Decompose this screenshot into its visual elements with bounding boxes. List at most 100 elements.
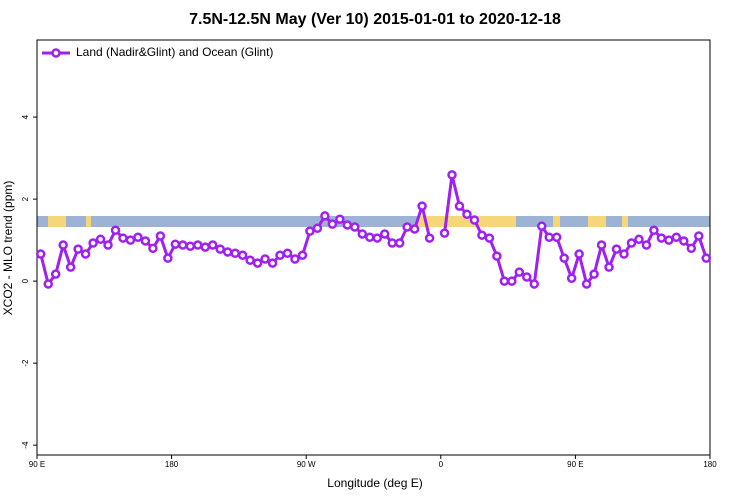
data-point [402, 222, 412, 232]
data-point [357, 229, 368, 239]
data-point [237, 250, 248, 261]
data-point [581, 279, 592, 289]
data-point [103, 240, 113, 250]
data-point [394, 238, 405, 248]
data-point [260, 254, 270, 264]
data-point [35, 249, 46, 259]
data-point [454, 201, 465, 211]
data-point [544, 232, 554, 242]
data-point [148, 243, 158, 254]
data-point [619, 249, 629, 259]
plot-frame [36, 39, 711, 456]
data-point [342, 220, 353, 230]
data-point [529, 279, 540, 289]
y-tick-label: 4 [21, 114, 30, 119]
data-point [207, 240, 218, 250]
data-point [574, 249, 584, 259]
x-tick-label: 90 E [567, 460, 583, 469]
y-tick-label: 0 [21, 278, 30, 283]
data-point [140, 236, 151, 246]
data-point [409, 224, 420, 234]
data-point [626, 238, 637, 248]
data-point [462, 209, 472, 220]
y-tick-label: -4 [21, 441, 30, 449]
data-point [185, 241, 196, 252]
data-point [170, 239, 181, 249]
x-tick-label: 0 [439, 460, 444, 469]
data-point [566, 273, 577, 284]
data-point [551, 232, 562, 242]
data-point [634, 234, 644, 245]
data-point [58, 240, 68, 250]
data-point [686, 243, 697, 254]
x-axis-label: Longitude (deg E) [327, 476, 422, 490]
data-point [65, 262, 76, 272]
data-point [290, 254, 300, 264]
data-point [118, 233, 128, 243]
data-point [335, 214, 345, 224]
data-point [499, 276, 510, 286]
data-point [267, 258, 278, 268]
data-point [694, 231, 704, 241]
data-point [133, 232, 143, 242]
data-point [447, 170, 457, 180]
x-tick-label: 180 [165, 460, 179, 469]
data-point [604, 262, 614, 272]
legend-label: Land (Nadir&Glint) and Ocean (Glint) [76, 45, 273, 59]
data-point [379, 229, 390, 239]
data-point [73, 244, 83, 254]
data-point [596, 240, 607, 250]
data-point [387, 238, 397, 248]
data-point [282, 248, 293, 258]
data-point [275, 250, 285, 261]
data-point [671, 232, 682, 242]
data-point [88, 238, 98, 248]
data-point [477, 230, 487, 240]
data-point [50, 269, 61, 279]
y-tick-label: 2 [21, 196, 30, 201]
data-point [178, 240, 188, 250]
data-point [424, 233, 435, 243]
data-point [641, 240, 652, 250]
data-point [417, 201, 427, 211]
legend-marker [51, 48, 61, 58]
data-point [514, 267, 525, 277]
x-tick-label: 180 [703, 460, 717, 469]
data-point [327, 219, 338, 229]
data-point [522, 272, 532, 282]
x-tick-label: 90 E [29, 460, 45, 469]
data-point [507, 276, 517, 286]
data-point [193, 240, 203, 250]
data-point [492, 251, 502, 261]
data-point [125, 235, 136, 245]
data-point [95, 234, 106, 245]
data-point [110, 225, 121, 236]
land-ocean-strip [37, 216, 710, 227]
data-point [163, 253, 173, 263]
data-point [215, 244, 225, 254]
data-point [484, 233, 495, 243]
data-point [701, 253, 712, 263]
data-point [200, 242, 210, 252]
data-point [245, 255, 255, 265]
data-point [649, 225, 659, 236]
y-tick-label: -2 [21, 359, 30, 367]
data-point [350, 222, 360, 232]
data-point [312, 223, 323, 233]
data-point [252, 258, 263, 268]
data-point [589, 269, 599, 279]
data-point [664, 235, 674, 245]
data-point [372, 233, 382, 243]
data-point [469, 215, 480, 225]
data-point [679, 236, 689, 246]
data-point [155, 231, 166, 241]
data-point [611, 244, 622, 254]
data-point [230, 248, 240, 258]
data-point [222, 247, 233, 257]
data-point [43, 279, 53, 289]
data-point [439, 228, 450, 238]
data-point [305, 226, 315, 236]
data-point [365, 232, 375, 242]
data-point [320, 211, 330, 221]
